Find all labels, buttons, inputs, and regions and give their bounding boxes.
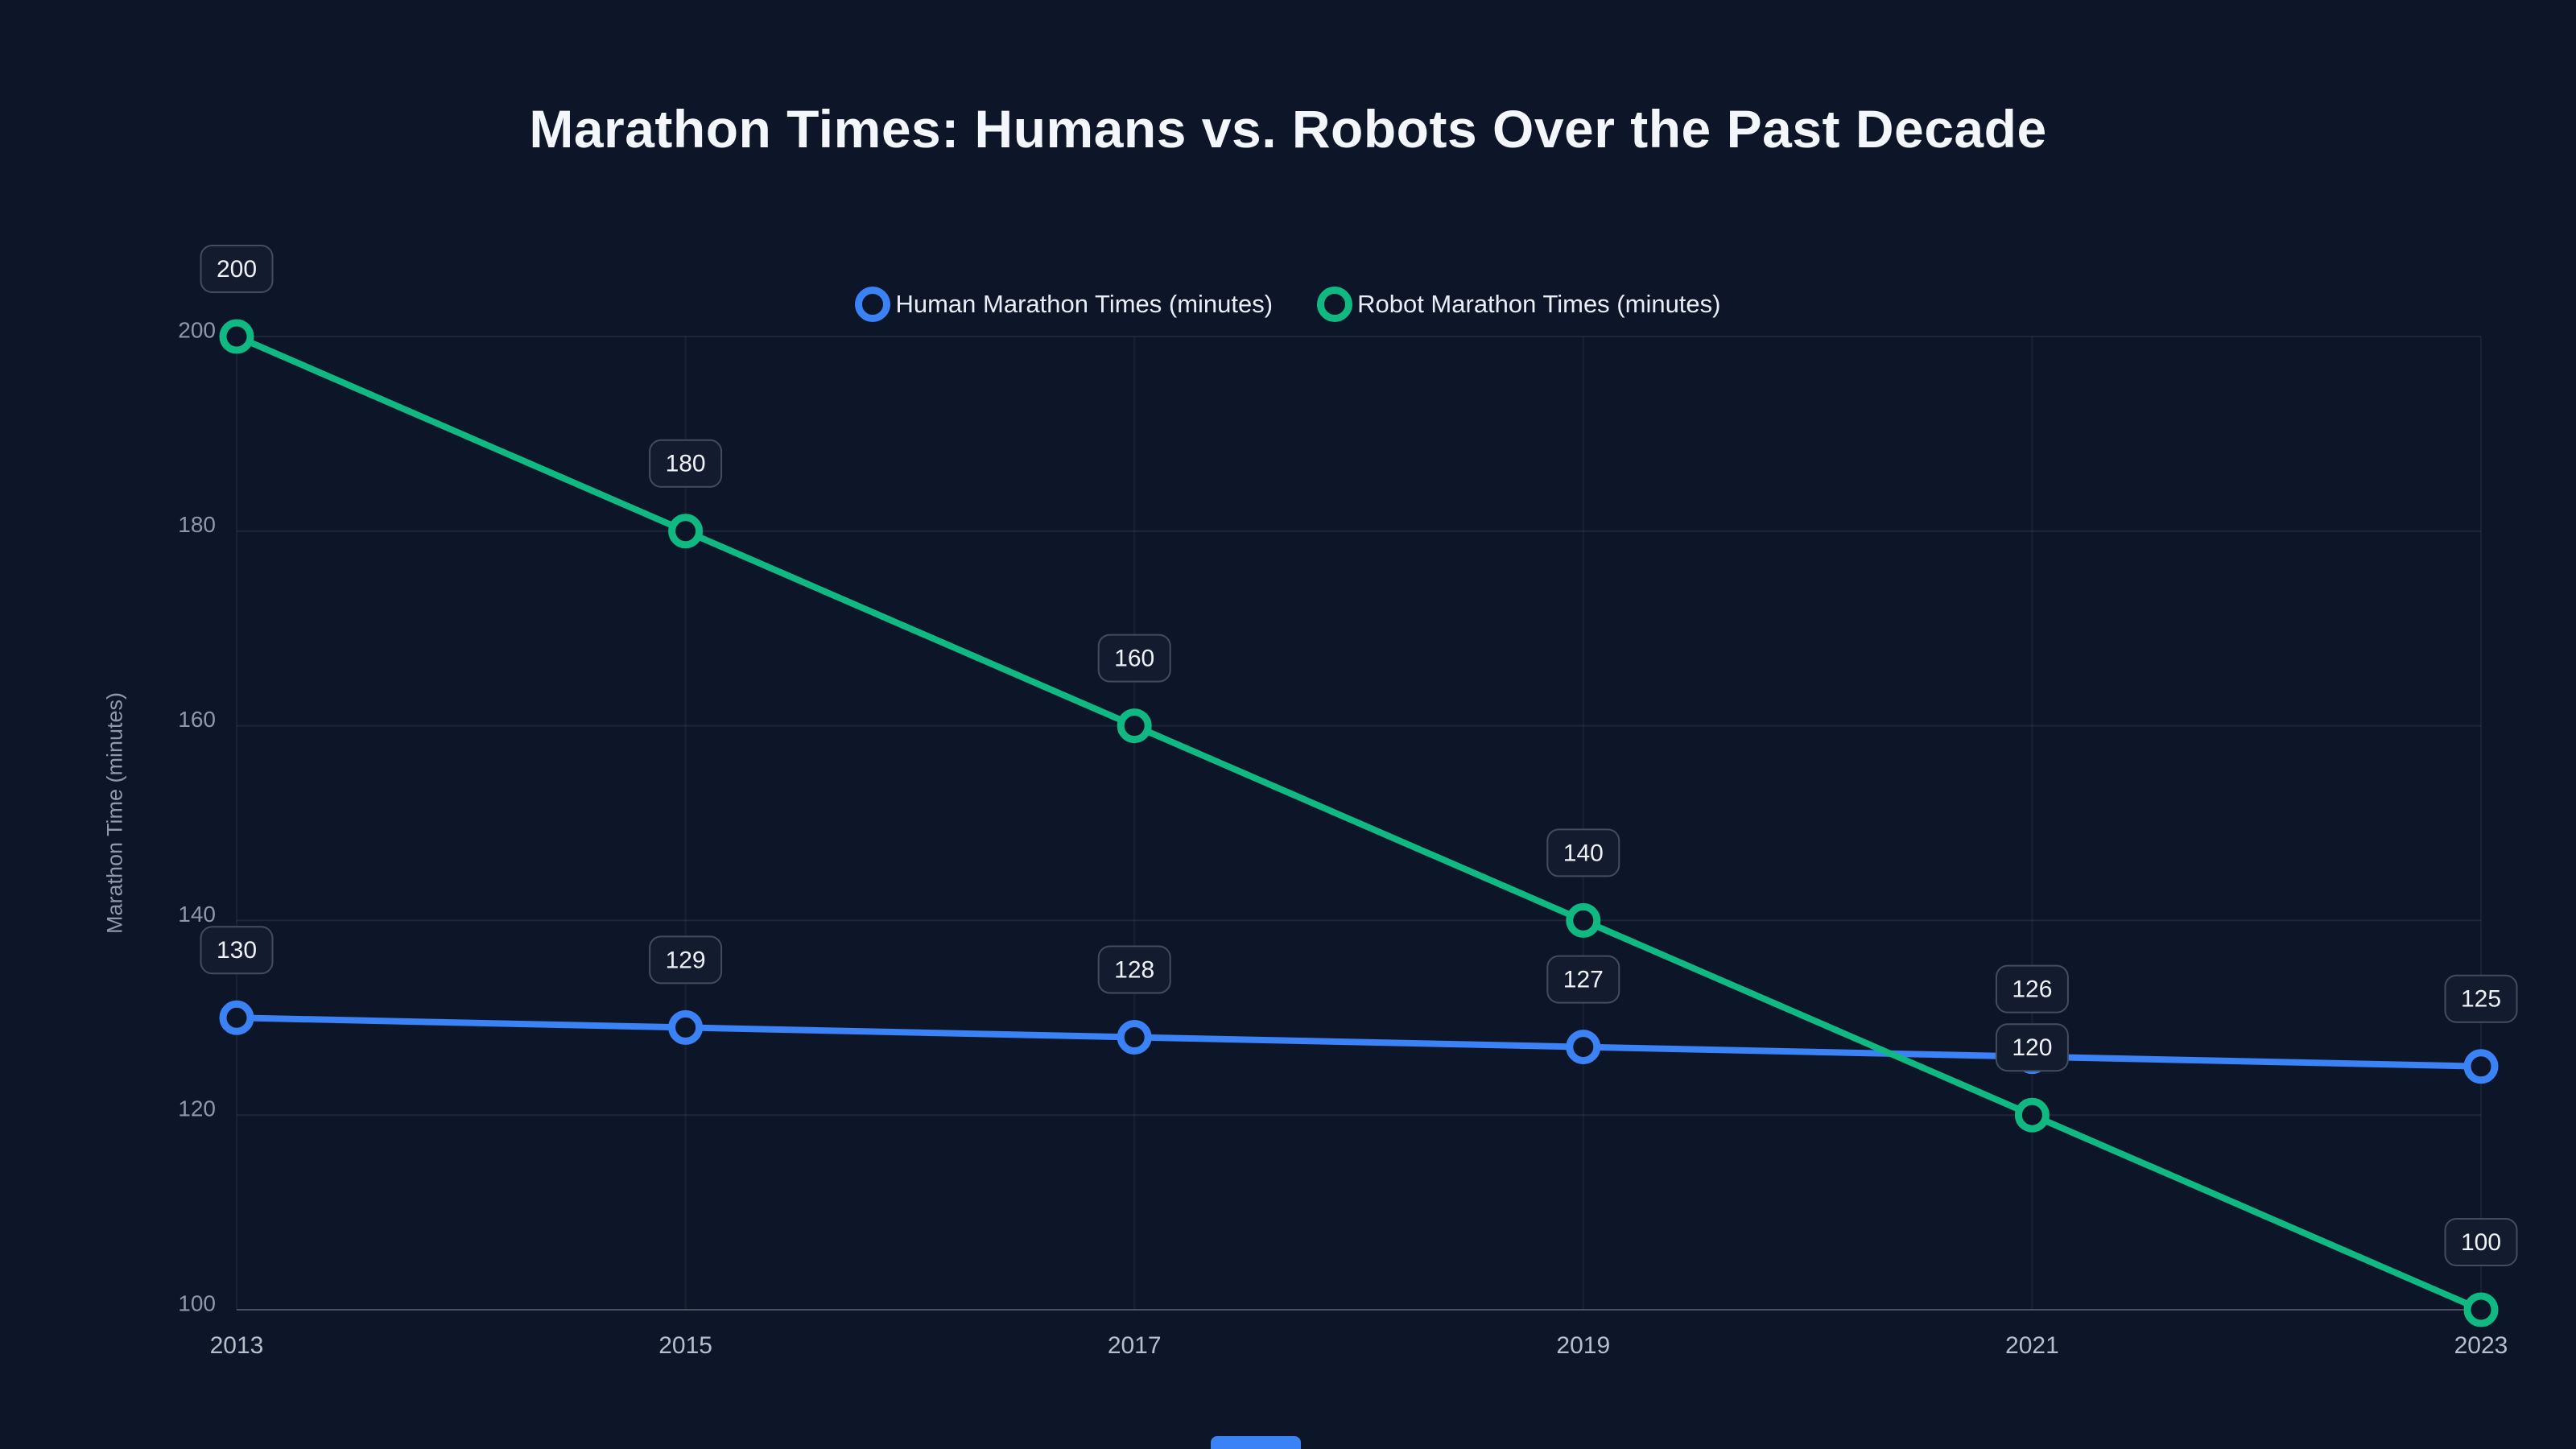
x-tick-label: 2013 [210,1332,264,1359]
robot-data-labels: 200 180 160 140 120 100 [200,245,2518,1266]
data-label-box [1546,955,1620,1004]
data-label-box [649,935,723,985]
data-label-box [2444,1218,2518,1266]
data-label-text: 126 [2012,976,2052,1003]
x-tick-label: 2015 [658,1332,712,1359]
data-label-text: 129 [666,947,706,973]
data-label-text: 128 [1114,956,1154,983]
x-tick-label: 2019 [1556,1332,1610,1359]
data-label-text: 120 [2012,1034,2052,1061]
x-tick-label: 2023 [2454,1332,2508,1359]
y-axis-tick-labels: 100 120 140 160 180 200 [178,317,216,1315]
robot-data-point-2023[interactable] [2463,1292,2499,1327]
robot-data-point-2019[interactable] [1566,902,1601,938]
legend: Human Marathon Times (minutes) Robot Mar… [0,287,2576,322]
legend-item-human[interactable]: Human Marathon Times (minutes) [855,287,1273,322]
robot-data-point-2017[interactable] [1117,708,1152,744]
robot-data-point-2015[interactable] [668,514,704,549]
human-series-marker-icon [855,287,891,322]
human-data-point-2017[interactable] [1117,1019,1152,1055]
data-label-box [200,926,274,975]
data-label-text: 180 [666,451,706,477]
x-tick-label: 2017 [1108,1332,1162,1359]
x-axis-tick-labels: 2013 2015 2017 2019 2021 2023 [210,1332,2508,1359]
data-label-box [200,245,274,293]
legend-item-robot[interactable]: Robot Marathon Times (minutes) [1317,287,1721,322]
human-data-point-2013[interactable] [219,1000,254,1035]
human-data-point-2019[interactable] [1566,1030,1601,1065]
data-label-box [1995,964,2069,1013]
data-label-text: 140 [1563,840,1604,866]
y-tick-label: 160 [178,707,216,732]
human-series-line [233,1014,2484,1070]
robot-series-line [233,333,2484,1313]
data-label-box [1995,1023,2069,1072]
human-data-point-2023[interactable] [2463,1049,2499,1084]
human-data-labels: 130 129 128 127 126 125 [200,926,2518,1023]
data-label-text: 127 [1563,966,1604,993]
chart-title: Marathon Times: Humans vs. Robots Over t… [529,99,2047,159]
y-tick-label: 200 [178,317,216,342]
robot-data-point-2021[interactable] [2014,1097,2050,1133]
robot-data-point-2013[interactable] [219,319,254,354]
data-label-box [1097,634,1171,683]
data-label-box [649,439,723,488]
legend-label-human: Human Marathon Times (minutes) [895,290,1274,318]
data-label-text: 200 [217,256,257,283]
human-data-point-2015[interactable] [668,1009,704,1045]
gridlines [236,336,2482,1311]
x-tick-label: 2021 [2005,1332,2059,1359]
y-tick-label: 180 [178,512,216,537]
data-label-box [1097,945,1171,994]
robot-series [219,319,2499,1327]
legend-label-robot: Robot Marathon Times (minutes) [1357,290,1721,318]
y-tick-label: 120 [178,1096,216,1121]
data-label-box [2444,974,2518,1023]
human-series [219,1000,2499,1084]
robot-series-marker-icon [1317,287,1353,322]
y-tick-label: 100 [178,1290,216,1315]
data-label-box [1546,828,1620,877]
data-label-text: 130 [217,937,257,964]
data-label-text: 160 [1114,646,1154,672]
data-label-text: 125 [2461,986,2501,1013]
bottom-accent-bar [1211,1436,1301,1449]
data-label-text: 100 [2461,1229,2501,1256]
y-tick-label: 140 [178,902,216,927]
